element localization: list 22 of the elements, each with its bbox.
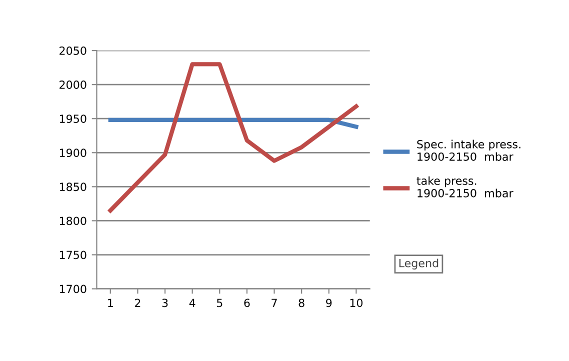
x-tick-label: 5: [216, 298, 222, 308]
x-tick-label: 2: [134, 298, 140, 307]
x-tick-label: 3: [162, 298, 168, 308]
x-tick-label: 8: [298, 298, 304, 308]
text: Legend: [399, 258, 438, 270]
y-tick-label: 2050: [60, 46, 86, 55]
y-tick-label: 1800: [60, 216, 86, 226]
legend-label: Spec. intake press. 1900-2150 mbar: [417, 140, 520, 161]
x-tick-label: 1: [108, 298, 113, 307]
y-tick-label: 1950: [60, 114, 86, 123]
legend-label: take press. 1900-2150 mbar: [416, 176, 514, 198]
y-tick-label: 1750: [60, 250, 86, 260]
y-tick-label: 1900: [60, 148, 86, 158]
x-tick-label: 9: [326, 298, 332, 308]
y-tick-label: 1850: [60, 182, 86, 192]
x-tick-label: 7: [272, 298, 277, 307]
y-tick-label: 2000: [60, 80, 86, 89]
x-tick-label: 4: [189, 298, 196, 307]
x-tick-label: 6: [244, 298, 250, 308]
y-tick-label: 1700: [60, 284, 86, 294]
line-series: [108, 62, 358, 213]
x-tick-label: 10: [350, 298, 363, 308]
